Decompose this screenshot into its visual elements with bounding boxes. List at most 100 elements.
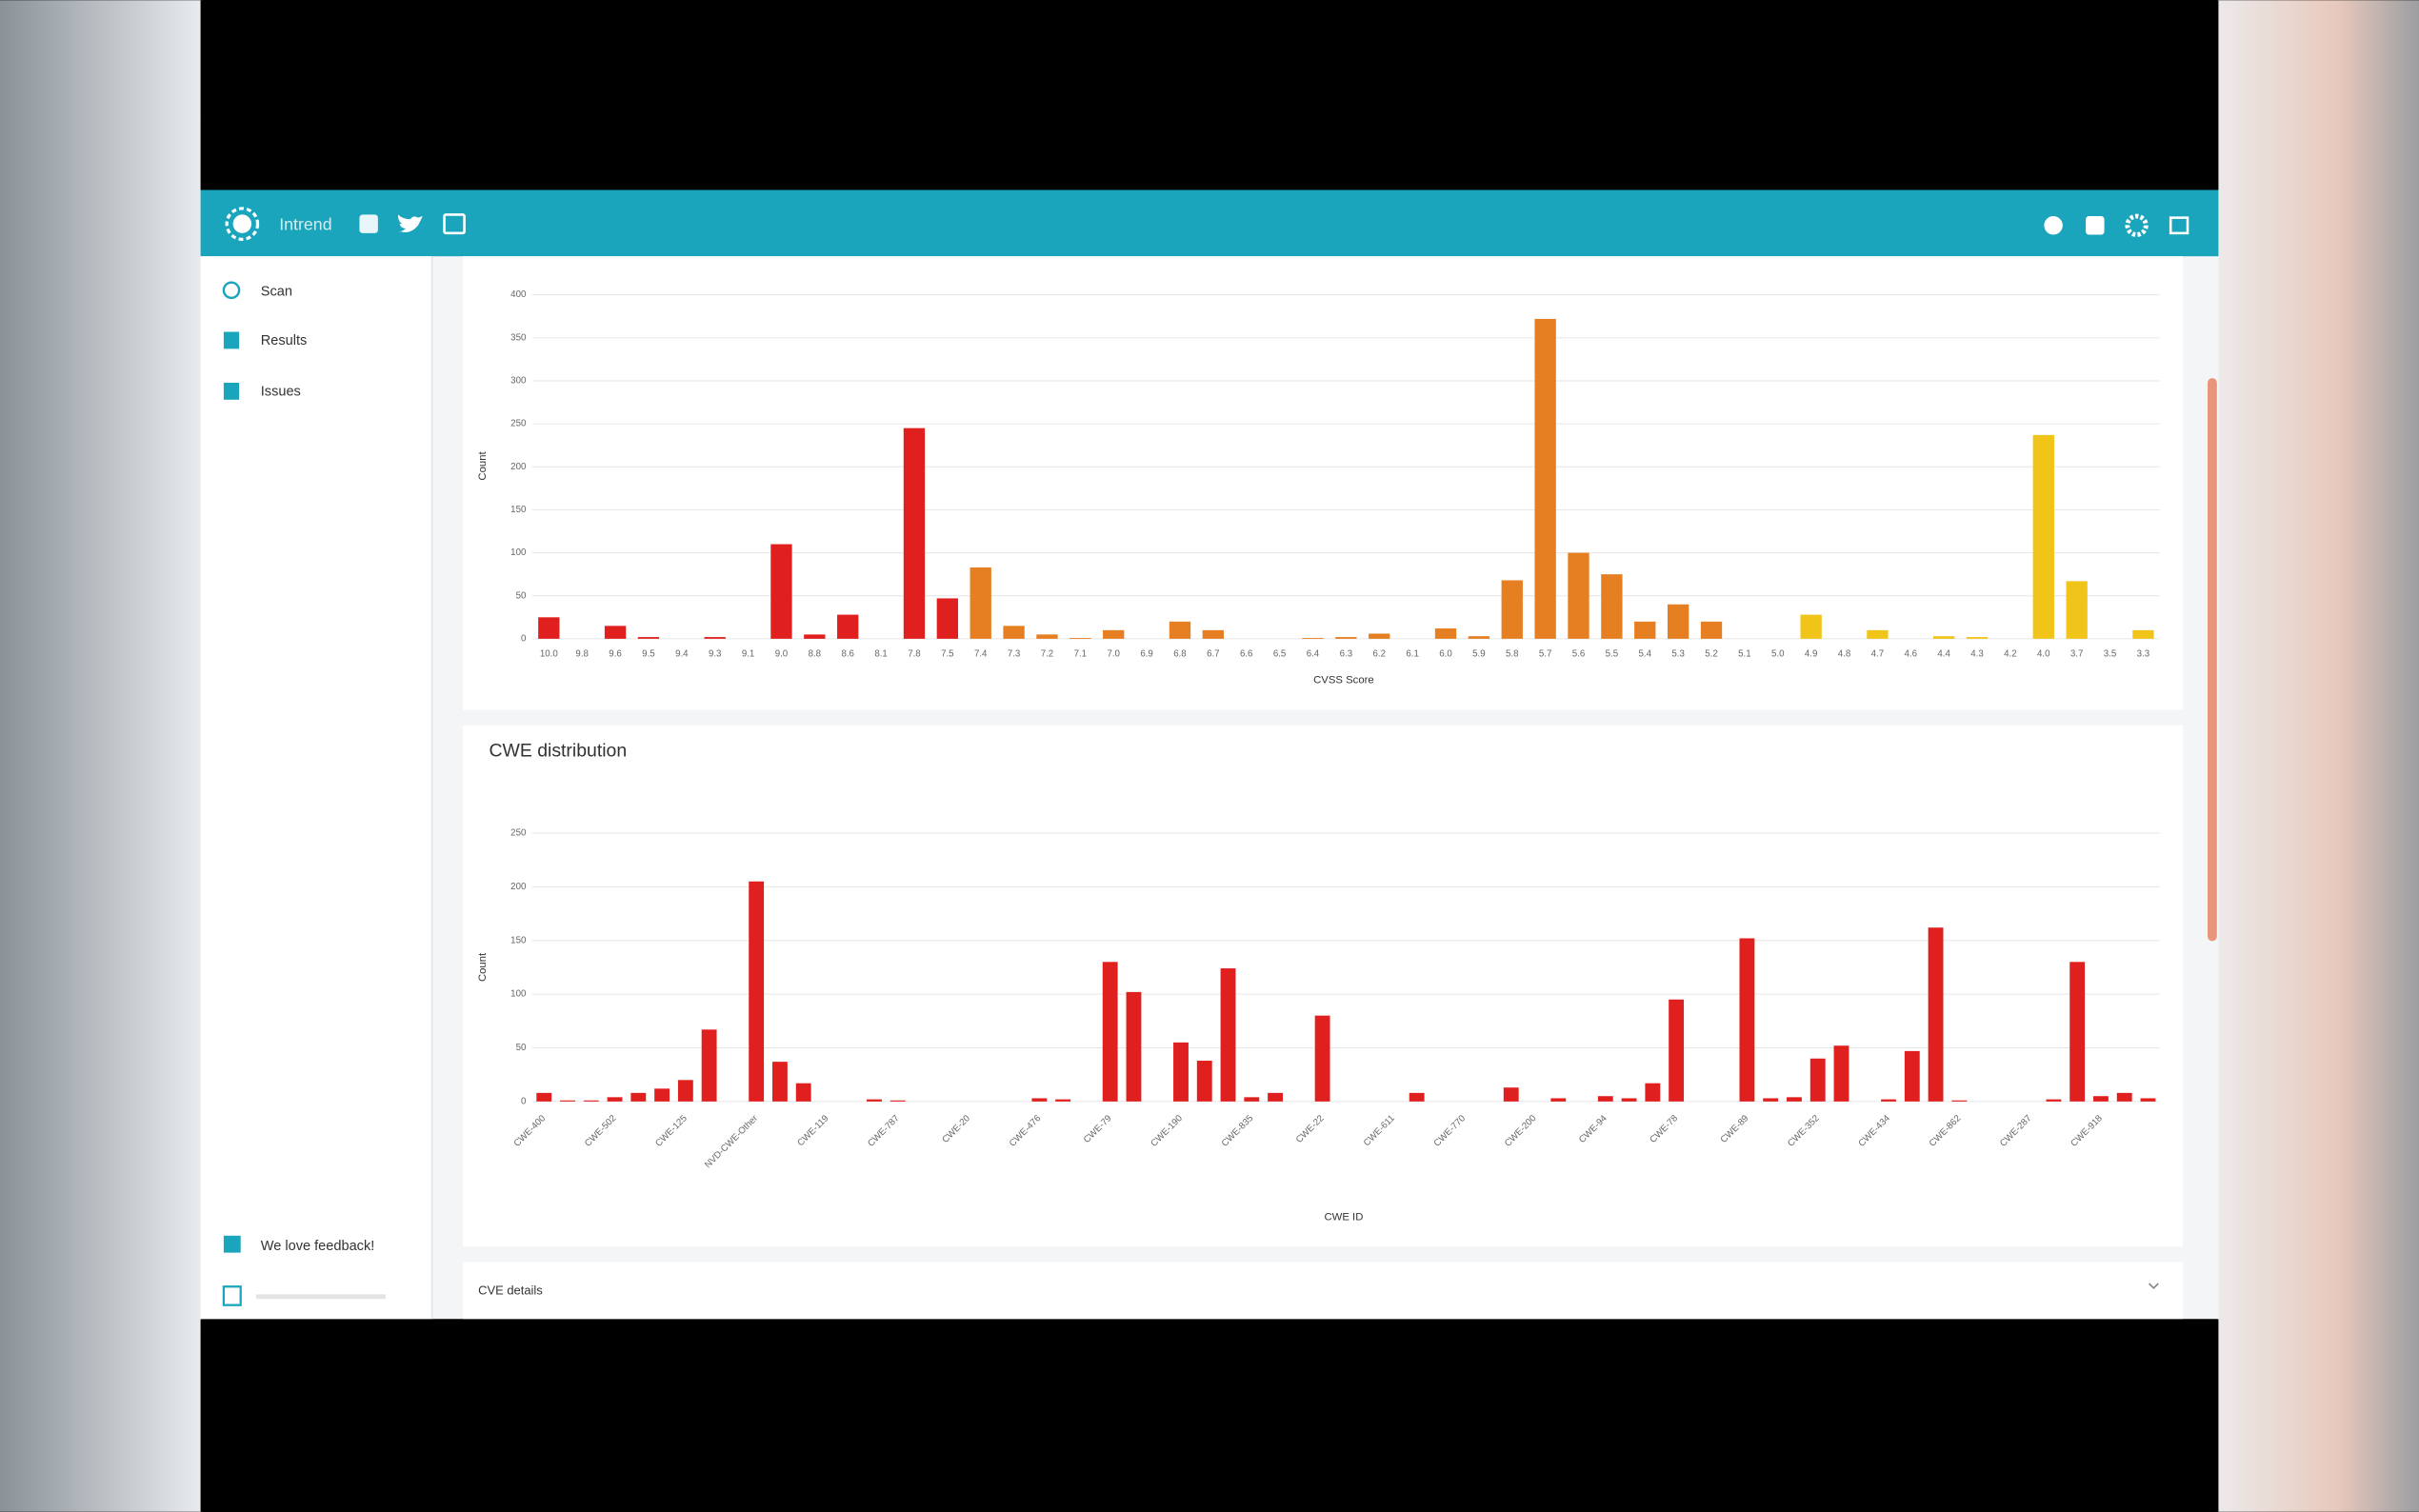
bar <box>749 881 765 1102</box>
nav-icon <box>223 382 240 400</box>
feedback-icon <box>223 1235 241 1253</box>
nav-issues[interactable]: Issues <box>223 382 301 400</box>
x-tick-label: 5.1 <box>1738 649 1751 660</box>
bar <box>795 1083 811 1102</box>
y-tick-label: 0 <box>521 633 527 644</box>
nav-scan[interactable]: Scan <box>222 281 292 300</box>
x-tick-label: 5.5 <box>1606 649 1619 660</box>
nav-label: Scan <box>261 284 292 299</box>
bar <box>1103 629 1125 639</box>
x-tick-label: 9.4 <box>675 649 689 660</box>
chat-icon[interactable] <box>2044 216 2063 235</box>
y-tick-label: 400 <box>510 289 527 300</box>
x-tick-label: 4.9 <box>1805 649 1818 660</box>
top-bar <box>200 189 2219 257</box>
x-tick-label: 6.9 <box>1140 649 1153 660</box>
bar <box>1809 1058 1826 1102</box>
bar <box>1739 938 1755 1102</box>
y-tick-label: 200 <box>510 462 527 472</box>
x-tick-label: 5.4 <box>1639 649 1652 660</box>
bar <box>1302 637 1324 639</box>
panel-title: CWE distribution <box>490 740 628 761</box>
x-tick-label: 7.4 <box>974 649 988 660</box>
bar <box>607 1097 623 1102</box>
twitter-icon[interactable] <box>397 214 423 233</box>
y-tick-label: 0 <box>521 1096 527 1106</box>
x-tick-label: 7.3 <box>1008 649 1021 660</box>
x-tick-label: 3.3 <box>2137 649 2150 660</box>
feedback-label: We love feedback! <box>261 1239 375 1254</box>
bar <box>1468 636 1490 639</box>
x-tick-label: 7.8 <box>908 649 921 660</box>
bar <box>701 1029 717 1102</box>
y-tick-label: 150 <box>510 505 527 515</box>
x-tick-label: 4.0 <box>2037 649 2050 660</box>
letterbox-bottom <box>200 1319 2219 1512</box>
y-tick-label: 50 <box>516 590 527 601</box>
logo-core <box>232 214 252 233</box>
x-tick-label: 4.3 <box>1970 649 1984 660</box>
x-tick-label: 6.2 <box>1372 649 1386 660</box>
x-tick-label: 3.7 <box>2070 649 2084 660</box>
x-tick-label: 9.8 <box>575 649 589 660</box>
x-tick-label: 5.3 <box>1671 649 1685 660</box>
bar <box>1055 1099 1071 1102</box>
bar <box>1335 637 1357 639</box>
bar <box>2032 434 2054 639</box>
x-tick-label: 9.0 <box>775 649 789 660</box>
logo[interactable]: Intrend <box>225 207 332 241</box>
bar <box>704 637 726 639</box>
bar <box>1700 621 1723 639</box>
bar <box>1202 629 1225 639</box>
settings-icon[interactable] <box>2125 213 2149 237</box>
bar <box>1003 626 1025 639</box>
x-tick-label: 9.5 <box>642 649 655 660</box>
bar <box>630 1092 647 1102</box>
bar <box>890 1100 906 1102</box>
y-tick-label: 100 <box>510 547 527 558</box>
x-tick-label: 5.2 <box>1705 649 1718 660</box>
app-name: Intrend <box>279 214 331 233</box>
bar <box>1220 968 1236 1102</box>
scrollbar-thumb[interactable] <box>2208 378 2217 942</box>
x-tick-label: 6.1 <box>1406 649 1419 660</box>
bar <box>1173 1042 1189 1102</box>
x-tick-label: 9.3 <box>709 649 722 660</box>
x-tick-label: 6.0 <box>1439 649 1452 660</box>
expand-icon[interactable] <box>2148 1283 2159 1290</box>
x-tick-label: 7.5 <box>941 649 954 660</box>
x-tick-label: 4.7 <box>1871 649 1885 660</box>
bar <box>1434 628 1457 639</box>
y-tick-label: 250 <box>510 828 527 839</box>
bar <box>1601 574 1623 639</box>
bar <box>770 544 792 639</box>
nav-results[interactable]: Results <box>223 331 308 349</box>
copy-icon[interactable] <box>222 1285 242 1306</box>
logout-icon[interactable] <box>2169 216 2189 235</box>
x-tick-label: 3.5 <box>2104 649 2117 660</box>
bar <box>1501 580 1523 639</box>
docs-icon[interactable] <box>2086 216 2105 235</box>
bar <box>1568 552 1589 639</box>
backdrop-left <box>0 0 203 1512</box>
y-tick-label: 50 <box>516 1043 527 1053</box>
bar <box>1550 1098 1567 1102</box>
mail-icon[interactable] <box>443 213 466 235</box>
y-tick-label: 350 <box>510 332 527 343</box>
panel-cve-details[interactable] <box>462 1262 2184 1320</box>
x-axis-title: CWE ID <box>1324 1211 1363 1223</box>
linkedin-icon[interactable] <box>359 214 378 233</box>
nav-icon <box>222 281 241 300</box>
x-tick-label: 7.0 <box>1107 649 1120 660</box>
x-tick-label: 4.4 <box>1937 649 1950 660</box>
x-tick-label: 4.2 <box>2004 649 2017 660</box>
panel-title: CVE details <box>478 1283 543 1298</box>
sidebar <box>200 256 432 1320</box>
nav-label: Results <box>261 333 308 348</box>
feedback-link[interactable]: We love feedback! <box>223 1235 375 1254</box>
bar <box>936 598 958 639</box>
bar <box>1667 604 1689 639</box>
bar <box>1800 614 1822 639</box>
nav-label: Issues <box>261 385 301 400</box>
bar <box>2093 1096 2109 1102</box>
